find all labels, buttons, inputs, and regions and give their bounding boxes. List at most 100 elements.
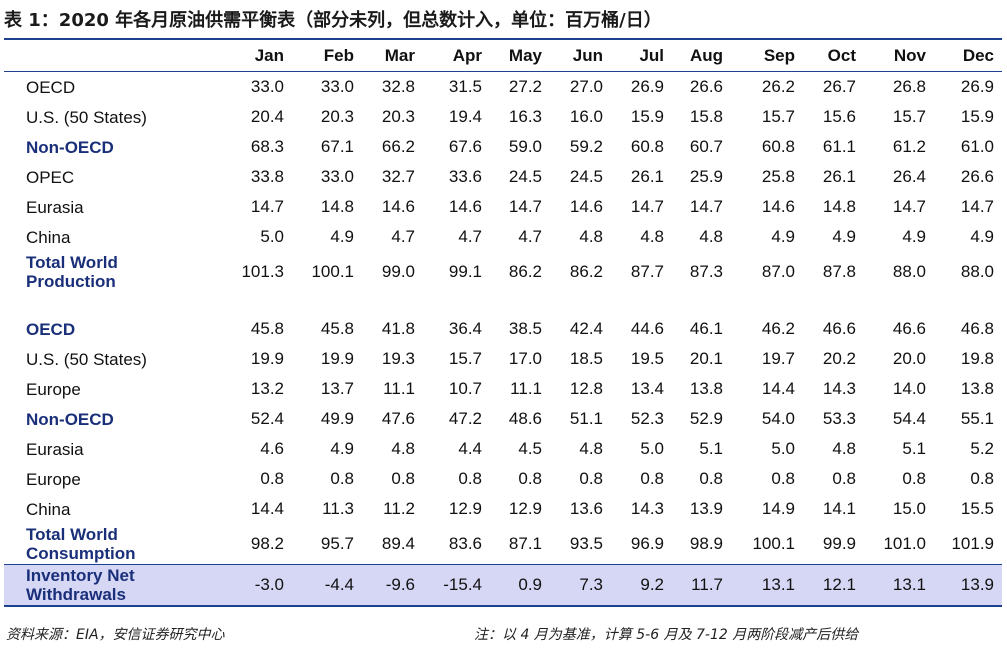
table-cell: 26.2 (761, 77, 795, 96)
table-cell: 20.3 (320, 107, 354, 126)
table-cell: 14.7 (892, 197, 926, 216)
table-cell: 12.8 (569, 379, 603, 398)
table-cell: 18.5 (569, 349, 603, 368)
table-cell: 45.8 (250, 319, 284, 338)
table-cell: 0.8 (902, 469, 926, 488)
column-header-jul: Jul (639, 46, 664, 65)
row-label-line2: Production (26, 272, 116, 291)
row-label: OECD (26, 77, 76, 97)
table-cell: 4.9 (771, 227, 795, 246)
table-cell: 11.1 (510, 379, 542, 398)
table-cell: 60.8 (630, 137, 664, 156)
table-cell: 19.3 (381, 349, 415, 368)
table-cell: 60.8 (761, 137, 795, 156)
table-cell: 60.7 (689, 137, 723, 156)
table-cell: 42.4 (569, 319, 603, 338)
table-cell: 11.3 (322, 499, 354, 518)
table-cell: 5.2 (970, 439, 994, 458)
table-cell: 53.3 (822, 409, 856, 428)
table-cell: 11.7 (691, 575, 723, 594)
table-cell: 61.2 (892, 137, 926, 156)
table-cell: 52.4 (250, 409, 284, 428)
table-cell: 10.7 (448, 379, 482, 398)
table-cell: 0.8 (832, 469, 856, 488)
table-cell: 0.8 (518, 469, 542, 488)
table-cell: 7.3 (579, 575, 603, 594)
table-cell: 14.8 (822, 197, 856, 216)
table-cell: 14.7 (630, 197, 664, 216)
column-header-nov: Nov (893, 46, 926, 65)
table-cell: 59.0 (508, 137, 542, 156)
table-cell: 13.9 (960, 575, 994, 594)
table-row: U.S. (50 States) 20.4 20.3 20.3 19.4 16.3 16.0… (4, 102, 1002, 132)
table-cell: 0.9 (518, 575, 542, 594)
table-cell: 32.7 (381, 167, 415, 186)
row-label-line1: Inventory Net (26, 566, 135, 585)
column-header-may: May (508, 46, 542, 65)
table-cell: 0.8 (330, 469, 354, 488)
table-cell: 14.0 (892, 379, 926, 398)
table-cell: 87.1 (508, 534, 542, 553)
column-header-apr: Apr (452, 46, 482, 65)
table-cell: 26.6 (689, 77, 723, 96)
table-cell: 100.1 (752, 534, 795, 553)
table-cell: 101.3 (241, 262, 284, 281)
table-cell: 25.9 (689, 167, 723, 186)
table-row: U.S. (50 States) 19.9 19.9 19.3 15.7 17.0 18.5… (4, 344, 1002, 374)
table-cell: 101.9 (951, 534, 994, 553)
table-cell: 4.8 (699, 227, 723, 246)
table-cell: -4.4 (324, 575, 354, 594)
column-header-jun: Jun (572, 46, 603, 65)
table-cell: 24.5 (508, 167, 542, 186)
table-cell: 15.5 (960, 499, 994, 518)
table-cell: 15.7 (892, 107, 926, 126)
table-cell: 12.9 (448, 499, 482, 518)
table-cell: 99.0 (381, 262, 415, 281)
row-label: Non-OECD (26, 137, 114, 157)
table-cell: 4.6 (260, 439, 284, 458)
table-cell: 16.3 (508, 107, 542, 126)
row-label: Europe (26, 379, 81, 399)
table-cell: 55.1 (960, 409, 994, 428)
table-cell: 86.2 (508, 262, 542, 281)
table-cell: 13.2 (250, 379, 284, 398)
table-cell: 13.8 (689, 379, 723, 398)
table-cell: 15.7 (761, 107, 795, 126)
table-cell: 4.8 (579, 227, 603, 246)
table-cell: 32.8 (381, 77, 415, 96)
table-cell: 33.0 (320, 77, 354, 96)
table-cell: 15.6 (822, 107, 856, 126)
table-cell: 4.9 (970, 227, 994, 246)
table-cell: 88.0 (960, 262, 994, 281)
table-cell: 0.8 (640, 469, 664, 488)
table-cell: 59.2 (569, 137, 603, 156)
table-cell: 4.7 (391, 227, 415, 246)
table-cell: 98.9 (689, 534, 723, 553)
row-label: Eurasia (26, 439, 84, 459)
row-label: U.S. (50 States) (26, 107, 147, 127)
table-cell: -9.6 (385, 575, 415, 594)
table-cell: 4.7 (518, 227, 542, 246)
table-cell: 20.4 (250, 107, 284, 126)
table-cell: 26.9 (960, 77, 994, 96)
table-cell: 96.9 (630, 534, 664, 553)
table-cell: 88.0 (892, 262, 926, 281)
table-cell: 51.1 (569, 409, 603, 428)
table-cell: 14.6 (569, 197, 603, 216)
table-cell: 13.7 (320, 379, 354, 398)
table-cell: 45.8 (320, 319, 354, 338)
table-cell: 13.8 (960, 379, 994, 398)
column-header-dec: Dec (962, 46, 994, 65)
table-cell: 0.8 (699, 469, 723, 488)
table-cell: 31.5 (448, 77, 482, 96)
table-cell: 48.6 (508, 409, 542, 428)
table-row: Eurasia 4.6 4.9 4.8 4.4 4.5 4.8 5.0 5.1 5.0 4.8 5.1… (4, 434, 1002, 464)
table-cell: 61.0 (960, 137, 994, 156)
table-cell: 26.8 (892, 77, 926, 96)
table-cell: 27.0 (569, 77, 603, 96)
table-cell: 14.3 (630, 499, 664, 518)
row-label-line1: Total World (26, 525, 118, 544)
row-label: Total World Production (26, 252, 118, 292)
table-cell: 14.3 (822, 379, 856, 398)
table-cell: 46.1 (689, 319, 723, 338)
